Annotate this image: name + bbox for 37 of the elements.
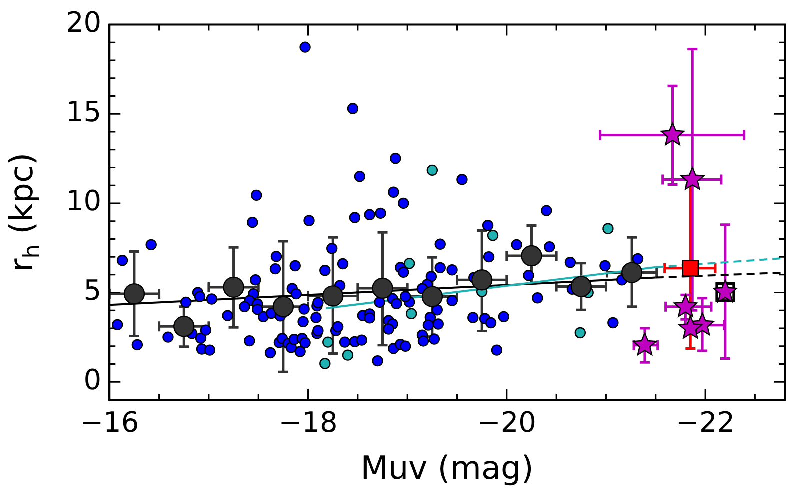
point bbox=[322, 336, 334, 348]
point bbox=[487, 230, 499, 242]
point bbox=[680, 167, 705, 190]
y-tick-label: 10 bbox=[66, 184, 102, 218]
point bbox=[272, 296, 294, 318]
point bbox=[570, 276, 592, 298]
point bbox=[682, 260, 700, 277]
x-tick-label: −22 bbox=[676, 406, 736, 440]
y-tick-label: 15 bbox=[66, 95, 102, 128]
y-tick-label: 5 bbox=[84, 274, 102, 308]
point bbox=[660, 122, 685, 146]
point bbox=[223, 276, 244, 298]
point bbox=[678, 316, 703, 339]
point bbox=[426, 164, 438, 176]
y-axis-title: rh (kpc) bbox=[2, 152, 46, 272]
point bbox=[621, 262, 643, 284]
x-tick-label: −18 bbox=[278, 406, 338, 440]
point bbox=[174, 316, 195, 338]
x-tick-label: −20 bbox=[477, 406, 536, 440]
point bbox=[602, 223, 614, 234]
x-axis-title: Muv (mag) bbox=[360, 449, 534, 488]
point bbox=[406, 308, 418, 320]
y-tick-label: 0 bbox=[84, 363, 102, 396]
point bbox=[372, 278, 394, 300]
point bbox=[574, 327, 586, 339]
x-tick-label: −16 bbox=[80, 406, 140, 440]
point bbox=[124, 283, 146, 305]
point bbox=[471, 270, 493, 291]
point bbox=[404, 258, 416, 270]
y-tick-label: 20 bbox=[66, 6, 102, 40]
point bbox=[632, 332, 657, 356]
point bbox=[322, 286, 344, 307]
point bbox=[521, 245, 542, 267]
point bbox=[674, 294, 698, 318]
point bbox=[422, 286, 444, 308]
point bbox=[320, 358, 331, 370]
point bbox=[342, 350, 354, 361]
